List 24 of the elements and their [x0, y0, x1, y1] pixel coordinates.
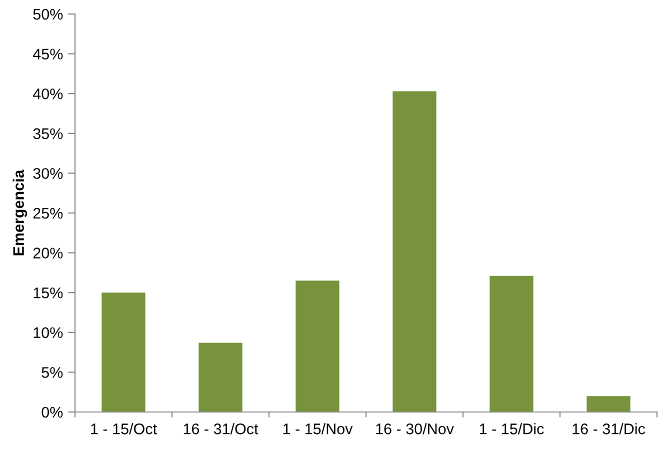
bar [102, 292, 146, 412]
bar [392, 91, 436, 412]
y-tick-label: 45% [32, 48, 63, 60]
y-tick-label: 5% [42, 367, 63, 378]
y-tick-label: 15% [34, 288, 63, 298]
bar [296, 280, 340, 412]
x-tick-label: 1 - 15/Nov [283, 423, 353, 434]
y-tick-label: 40% [32, 88, 63, 100]
bar [586, 396, 630, 412]
y-tick-label: 25% [33, 208, 63, 219]
x-tick-label: 1 - 15/Dic [480, 423, 544, 434]
y-tick-label: 35% [33, 128, 63, 140]
x-tick-label: 1 - 15/Oct [91, 423, 157, 434]
y-tick-label: 50% [33, 8, 63, 20]
y-tick-label: 0% [42, 406, 63, 418]
y-tick-label: 10% [34, 327, 63, 338]
y-tick-label: 20% [33, 248, 63, 258]
y-tick-label: 30% [33, 168, 63, 179]
x-tick-label: 16 - 30/Nov [376, 423, 454, 434]
bar [490, 276, 534, 412]
bar [198, 342, 242, 412]
y-axis-title: Emergencia [12, 170, 28, 256]
x-tick-label: 16 - 31/Oct [184, 423, 258, 434]
x-tick-label: 16 - 31/Dic [572, 423, 646, 434]
